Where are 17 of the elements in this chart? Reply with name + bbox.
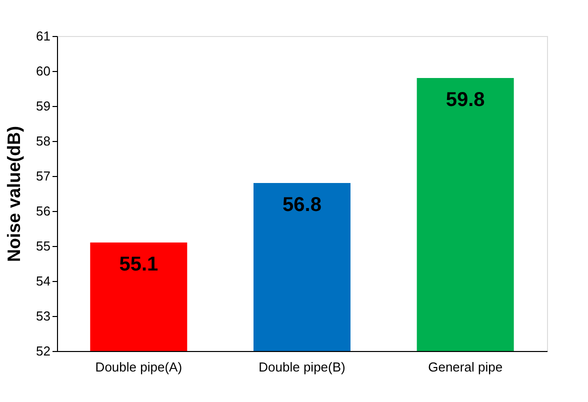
y-axis-title: Noise value(dB) xyxy=(4,126,24,262)
y-tick-label: 55 xyxy=(36,238,50,254)
x-tick-label: Double pipe(B) xyxy=(258,360,346,374)
y-tick-label: 56 xyxy=(36,204,50,218)
y-tick-label: 53 xyxy=(36,308,50,324)
x-tick-label: General pipe xyxy=(428,360,503,374)
y-tick-label: 59 xyxy=(36,98,50,114)
y-tick-label: 52 xyxy=(36,344,50,358)
x-tick-label: Double pipe(A) xyxy=(95,360,182,374)
y-tick-label: 61 xyxy=(36,28,50,44)
y-tick-label: 58 xyxy=(36,134,50,148)
data-label: 59.8 xyxy=(446,89,485,111)
y-tick-label: 54 xyxy=(36,274,50,288)
y-tick-label: 57 xyxy=(36,168,50,184)
data-label: 55.1 xyxy=(119,254,158,276)
data-label: 56.8 xyxy=(282,194,322,216)
y-tick-label: 60 xyxy=(36,64,50,78)
